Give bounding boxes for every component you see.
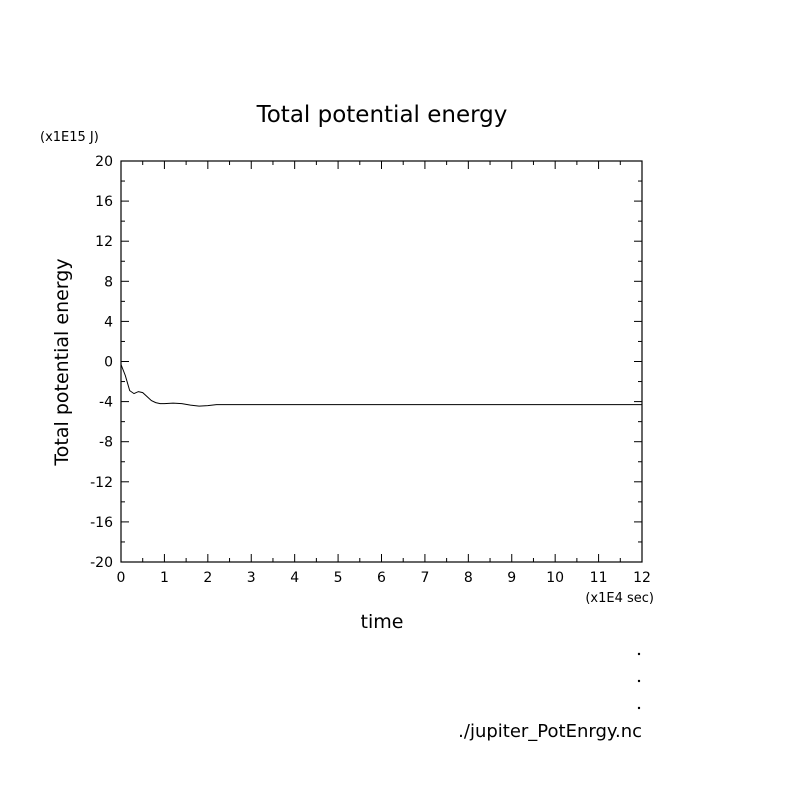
- x-tick-label: 12: [633, 570, 651, 586]
- y-axis-ticks: -20 -16 -12 -8 -4 0 4 8 12 16 20: [90, 154, 642, 571]
- footer-dot: [637, 679, 641, 683]
- x-axis-ticks: 0 1 2 3 4 5 6 7 8 9 10 11 12: [117, 161, 651, 586]
- y-tick-label: 12: [95, 234, 113, 250]
- x-tick-label: 6: [377, 570, 386, 586]
- energy-series-line: [120, 364, 642, 407]
- y-tick-label: -20: [90, 555, 113, 571]
- x-tick-label: 11: [590, 570, 608, 586]
- footer-dot: [637, 652, 641, 656]
- y-unit-label: (x1E15 J): [40, 130, 99, 145]
- chart-title: Total potential energy: [256, 102, 508, 128]
- y-tick-label: -4: [99, 395, 113, 411]
- source-filename: ./jupiter_PotEnrgy.nc: [458, 721, 642, 742]
- x-tick-label: 8: [464, 570, 473, 586]
- x-tick-label: 0: [117, 570, 126, 586]
- y-axis-label: Total potential energy: [51, 258, 73, 466]
- y-tick-label: 20: [95, 154, 113, 170]
- plot-frame: [120, 160, 643, 563]
- x-tick-label: 7: [420, 570, 429, 586]
- x-tick-label: 10: [546, 570, 564, 586]
- footer-dot: [637, 706, 641, 710]
- x-tick-label: 4: [290, 570, 299, 586]
- x-unit-label: (x1E4 sec): [585, 591, 654, 606]
- x-tick-label: 1: [160, 570, 169, 586]
- y-tick-label: -8: [99, 435, 113, 451]
- x-axis-label: time: [361, 611, 404, 633]
- y-tick-label: 8: [104, 274, 113, 290]
- y-tick-label: -12: [90, 475, 113, 491]
- y-tick-label: -16: [90, 515, 113, 531]
- x-tick-label: 2: [203, 570, 212, 586]
- x-tick-label: 9: [507, 570, 516, 586]
- y-tick-label: 16: [95, 194, 113, 210]
- x-tick-label: 3: [247, 570, 256, 586]
- x-tick-label: 5: [334, 570, 343, 586]
- y-tick-label: 4: [104, 314, 113, 330]
- y-tick-label: 0: [104, 355, 113, 371]
